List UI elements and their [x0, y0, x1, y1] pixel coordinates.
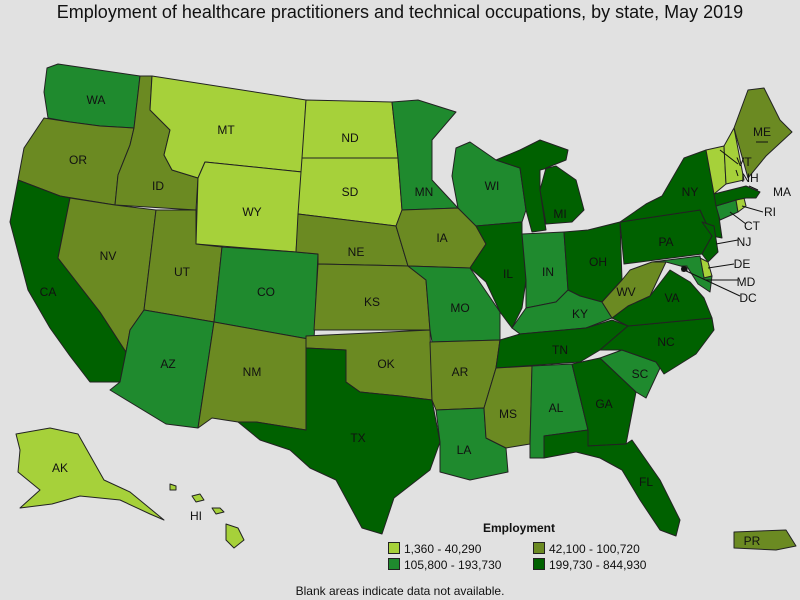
label-MN: MN: [415, 185, 434, 199]
state-MA[interactable]: [713, 185, 761, 207]
label-TN: TN: [552, 343, 568, 357]
state-TX[interactable]: [237, 347, 441, 535]
label-LA: LA: [457, 443, 472, 457]
label-SD: SD: [342, 185, 359, 199]
label-AR: AR: [452, 365, 469, 379]
state-WY[interactable]: [195, 161, 303, 253]
label-WI: WI: [485, 179, 500, 193]
state-MD[interactable]: [651, 255, 713, 293]
legend-item: 42,100 - 100,720: [533, 542, 640, 556]
state-ME[interactable]: [733, 87, 793, 179]
state-PR[interactable]: [733, 529, 797, 551]
label-HI: HI: [190, 509, 202, 523]
label-WA: WA: [87, 93, 106, 107]
label-OH: OH: [589, 255, 607, 269]
label-WV: WV: [616, 285, 635, 299]
state-FL[interactable]: [543, 429, 681, 537]
label-MS: MS: [499, 407, 517, 421]
label-MA: MA: [773, 185, 791, 199]
label-ME: ME: [753, 125, 771, 139]
legend-label: 1,360 - 40,290: [404, 542, 482, 556]
legend: Employment 1,360 - 40,290 42,100 - 100,7…: [388, 521, 688, 577]
label-VA: VA: [664, 291, 679, 305]
state-HI[interactable]: [169, 483, 245, 549]
legend-label: 105,800 - 193,730: [404, 558, 502, 572]
state-WI[interactable]: [451, 141, 527, 227]
state-MI[interactable]: [495, 139, 585, 233]
legend-label: 42,100 - 100,720: [549, 542, 640, 556]
state-NH[interactable]: [723, 127, 745, 185]
label-MD: MD: [737, 275, 756, 289]
label-TX: TX: [350, 431, 365, 445]
legend-swatch: [533, 542, 545, 554]
label-RI: RI: [764, 205, 776, 219]
label-AK: AK: [52, 461, 68, 475]
state-ND[interactable]: [301, 99, 399, 159]
label-WY: WY: [242, 205, 261, 219]
label-NV: NV: [100, 249, 117, 263]
label-MI: MI: [553, 207, 566, 221]
legend-swatch: [388, 542, 400, 554]
footnote: Blank areas indicate data not available.: [295, 584, 505, 598]
legend-item: 199,730 - 844,930: [533, 558, 646, 572]
label-GA: GA: [595, 397, 612, 411]
label-CA: CA: [40, 285, 57, 299]
state-labels: WA OR CA ID NV MT WY UT AZ CO NM ND SD N…: [40, 93, 791, 548]
label-KS: KS: [364, 295, 380, 309]
label-DC: DC: [739, 291, 757, 305]
leader-lines: [683, 141, 768, 297]
label-NH: NH: [741, 171, 758, 185]
label-OR: OR: [69, 153, 87, 167]
label-VT: VT: [736, 155, 752, 169]
dc-dot: [681, 266, 687, 272]
label-KY: KY: [572, 307, 588, 321]
legend-item: 105,800 - 193,730: [388, 558, 501, 572]
label-ND: ND: [341, 131, 359, 145]
label-NJ: NJ: [737, 235, 752, 249]
label-CT: CT: [744, 219, 761, 233]
label-IL: IL: [503, 267, 513, 281]
legend-label: 199,730 - 844,930: [549, 558, 647, 572]
label-SC: SC: [632, 367, 649, 381]
label-NC: NC: [657, 335, 675, 349]
label-MT: MT: [217, 123, 235, 137]
label-NE: NE: [348, 245, 365, 259]
map-title: Employment of healthcare practitioners a…: [56, 2, 744, 22]
label-IA: IA: [436, 231, 447, 245]
legend-swatch: [388, 558, 400, 570]
legend-item: 1,360 - 40,290: [388, 542, 481, 556]
label-ID: ID: [152, 179, 164, 193]
label-MO: MO: [450, 301, 469, 315]
label-PR: PR: [744, 534, 761, 548]
legend-swatch: [533, 558, 545, 570]
label-AL: AL: [549, 401, 564, 415]
label-NM: NM: [243, 365, 262, 379]
label-CO: CO: [257, 285, 275, 299]
state-MN[interactable]: [391, 99, 459, 211]
label-UT: UT: [174, 265, 191, 279]
label-IN: IN: [542, 265, 554, 279]
label-NY: NY: [682, 185, 699, 199]
state-AK[interactable]: [15, 427, 165, 521]
label-DE: DE: [734, 257, 751, 271]
label-AZ: AZ: [160, 357, 175, 371]
legend-title: Employment: [483, 521, 556, 535]
label-OK: OK: [377, 357, 394, 371]
label-PA: PA: [658, 235, 673, 249]
label-FL: FL: [639, 475, 653, 489]
